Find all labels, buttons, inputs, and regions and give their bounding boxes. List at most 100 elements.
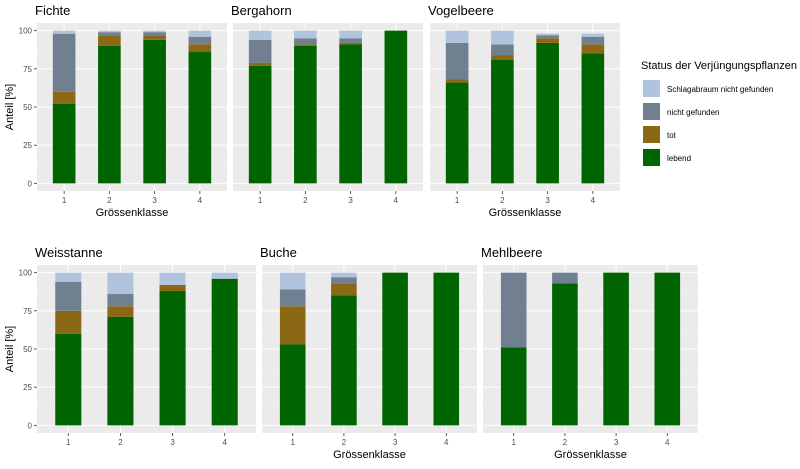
bar-segment-schlagabraum-nicht-gefunden: Vogelbeere 1 Schlagabraum nicht gefunden… [445,30,469,43]
x-tick-label: 3 [152,196,157,205]
x-tick-label: 4 [591,196,596,205]
panel-vogelbeere: Vogelbeere 1 lebend: 66Vogelbeere 1 tot:… [428,3,620,219]
bar-segment-lebend: Buche 3 lebend: 100 [382,272,408,426]
x-tick-label: 1 [66,438,71,447]
bar-segment-lebend: Vogelbeere 1 lebend: 66 [445,82,469,184]
bar-segment-schlagabraum-nicht-gefunden: Vogelbeere 4 Schlagabraum nicht gefunden… [581,33,605,37]
bar-segment-lebend: Buche 1 lebend: 53 [279,344,306,426]
bar-segment-nicht-gefunden: Bergahorn 3 nicht gefunden: 3 [339,38,362,43]
bar-segment-schlagabraum-nicht-gefunden: Fichte 1 Schlagabraum nicht gefunden: 2 [52,30,76,34]
bar-segment-lebend: Bergahorn 3 lebend: 91 [339,44,362,184]
bar-segment-tot: Fichte 1 tot: 8 [52,91,76,104]
legend-entry-label: Schlagabraum nicht gefunden [667,85,773,94]
x-tick-label: 3 [545,196,550,205]
bar-segment-lebend: Weisstanne 1 lebend: 60 [55,333,82,426]
x-tick-label: 1 [455,196,460,205]
panel-title: Vogelbeere [428,3,494,18]
y-tick-label: 25 [23,383,32,392]
panel-title: Fichte [35,3,70,18]
panel-buche: Buche 1 lebend: 53Buche 1 tot: 25 Buche 1… [260,245,477,461]
legend-entry-label: nicht gefunden [667,108,720,117]
y-tick-label: 75 [23,307,32,316]
bar-segment-lebend: Vogelbeere 3 lebend: 92 [536,42,559,184]
bar-segment-schlagabraum-nicht-gefunden: Weisstanne 3 Schlagabraum nicht gefunden… [159,272,186,285]
bar-segment-lebend: Fichte 1 lebend: 52 [52,103,76,184]
y-tick-label: 100 [19,269,33,278]
bar-segment-nicht-gefunden: Fichte 1 nicht gefunden: 38 [52,33,76,92]
panel-fichte: 0 25 50 75 100 Fichte 1 lebend: 52Fichte 1 to… [4,3,227,219]
bar-segment-lebend: Mehlbeere 4 lebend: 100 [654,272,681,426]
bar-segment-lebend: Bergahorn 4 lebend: 100 [384,30,408,184]
bar-segment-nicht-gefunden: Vogelbeere 1 nicht gefunden: 24 [445,42,469,80]
legend-title: Status der Verjüngungspflanzen [641,60,797,72]
panel-bergahorn: Bergahorn 1 lebend: 77Bergahorn 1 tot: 2… [231,3,423,205]
bar-segment-tot: Buche 2 tot: 8 [331,283,357,296]
x-axis-label: Grössenklasse [489,207,562,219]
x-tick-label: 2 [500,196,505,205]
bar-segment-schlagabraum-nicht-gefunden: Fichte 4 Schlagabraum nicht gefunden: 4 [188,30,212,37]
x-tick-label: 2 [303,196,308,205]
bar-segment-tot: Bergahorn 2 tot: 1 [294,44,317,46]
bar-segment-nicht-gefunden: Mehlbeere 1 nicht gefunden: 49 [500,272,527,348]
bar-segment-schlagabraum-nicht-gefunden: Weisstanne 4 Schlagabraum nicht gefunden… [211,272,238,279]
y-tick-label: 50 [23,345,32,354]
bar-segment-tot: Vogelbeere 3 tot: 3 [536,38,559,43]
bar-segment-lebend: Weisstanne 2 lebend: 71 [107,316,134,426]
y-tick-label: 0 [28,179,33,188]
x-tick-label: 3 [348,196,353,205]
legend-entry-label: tot [667,131,677,140]
x-tick-label: 2 [107,196,112,205]
panel-weisstanne: 0255075100Weisstanne 1 lebend: 60Weissta… [4,245,256,447]
x-tick-label: 1 [62,196,67,205]
x-axis-label: Grössenklasse [554,449,627,461]
bar-segment-nicht-gefunden: Fichte 4 nicht gefunden: 5 [188,36,212,45]
bar-segment-schlagabraum-nicht-gefunden: Vogelbeere 2 Schlagabraum nicht gefunden… [491,30,514,45]
bar-segment-nicht-gefunden: Weisstanne 2 nicht gefunden: 8 [107,294,134,307]
x-tick-label: 4 [222,438,227,447]
bar-segment-lebend: Mehlbeere 1 lebend: 51 [500,347,527,426]
bar-segment-nicht-gefunden: Fichte 3 nicht gefunden: 2 [143,32,166,36]
bar-segment-lebend: Mehlbeere 3 lebend: 100 [603,272,629,426]
y-axis-label: Anteil [%] [4,326,16,372]
bar-segment-lebend: Vogelbeere 2 lebend: 81 [491,59,514,184]
bar-segment-lebend: Fichte 4 lebend: 86 [188,52,212,184]
legend-entry-label: lebend [667,154,691,163]
bar-segment-nicht-gefunden: Buche 2 nicht gefunden: 4 [331,277,357,284]
bar-segment-tot: Weisstanne 2 tot: 7 [107,306,134,317]
x-tick-label: 2 [563,438,568,447]
bar-segment-tot: Buche 1 tot: 25 [279,306,306,345]
panel-mehlbeere: Mehlbeere 1 lebend: 51Mehlbeere 1 nicht … [481,245,698,461]
panel-title: Bergahorn [231,3,292,18]
x-tick-label: 1 [511,438,516,447]
bar-segment-lebend: Buche 2 lebend: 85 [331,295,357,426]
bar-segment-schlagabraum-nicht-gefunden: Buche 2 Schlagabraum nicht gefunden: 3 [331,272,357,278]
bar-segment-nicht-gefunden: Mehlbeere 2 nicht gefunden: 7 [552,272,578,284]
bar-segment-schlagabraum-nicht-gefunden: Bergahorn 3 Schlagabraum nicht gefunden:… [339,30,362,39]
x-tick-label: 3 [393,438,398,447]
bar-segment-nicht-gefunden: Bergahorn 2 nicht gefunden: 4 [294,38,317,45]
bar-segment-nicht-gefunden: Vogelbeere 2 nicht gefunden: 7 [491,44,514,56]
panel-title: Mehlbeere [481,245,542,260]
x-tick-label: 1 [290,438,295,447]
bar-segment-schlagabraum-nicht-gefunden: Buche 1 Schlagabraum nicht gefunden: 11 [279,272,306,290]
y-tick-label: 75 [23,65,32,74]
bar-segment-tot: Fichte 2 tot: 7 [98,35,121,46]
bar-segment-lebend: Buche 4 lebend: 100 [433,272,460,426]
y-tick-label: 100 [19,27,33,36]
bar-segment-nicht-gefunden: Fichte 2 nicht gefunden: 2 [98,32,121,36]
x-tick-label: 1 [258,196,263,205]
x-tick-label: 2 [118,438,123,447]
y-tick-label: 0 [28,421,33,430]
bar-segment-schlagabraum-nicht-gefunden: Weisstanne 1 Schlagabraum nicht gefunden… [55,272,82,282]
bar-segment-schlagabraum-nicht-gefunden: Bergahorn 1 Schlagabraum nicht gefunden:… [248,30,272,40]
x-tick-label: 4 [444,438,449,447]
legend-swatch [643,103,660,120]
bar-segment-tot: Weisstanne 1 tot: 15 [55,310,82,334]
bar-segment-schlagabraum-nicht-gefunden: Bergahorn 2 Schlagabraum nicht gefunden:… [294,30,317,39]
bar-segment-nicht-gefunden: Vogelbeere 4 nicht gefunden: 5 [581,36,605,45]
bar-segment-lebend: Weisstanne 4 lebend: 96 [211,278,238,426]
bar-segment-schlagabraum-nicht-gefunden: Weisstanne 2 Schlagabraum nicht gefunden… [107,272,134,295]
y-axis-label: Anteil [%] [4,84,16,130]
x-tick-label: 4 [198,196,203,205]
